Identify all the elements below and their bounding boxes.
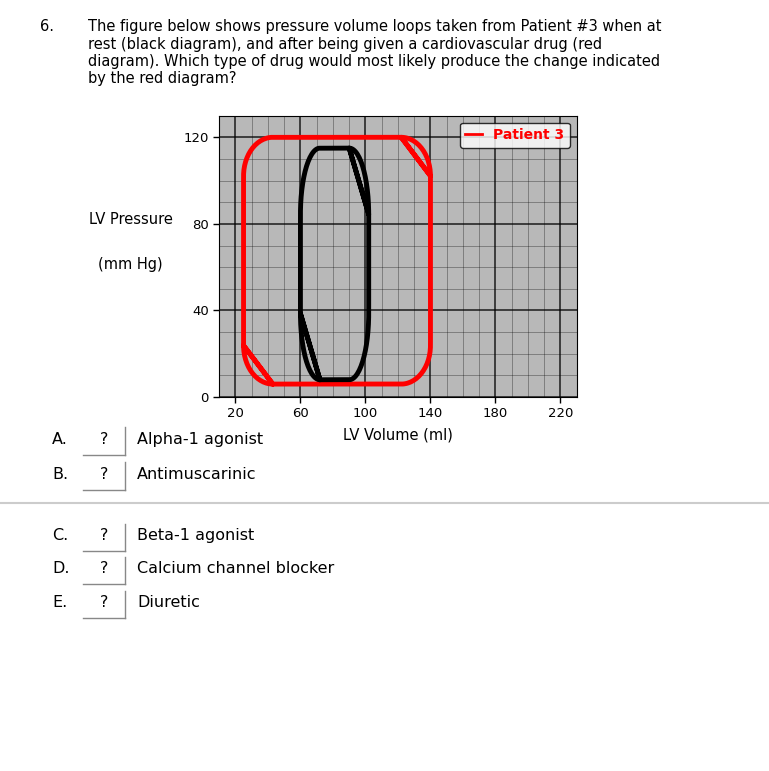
Text: D.: D. bbox=[52, 561, 70, 577]
Text: ?: ? bbox=[100, 561, 108, 577]
X-axis label: LV Volume (ml): LV Volume (ml) bbox=[343, 427, 453, 443]
Text: (mm Hg): (mm Hg) bbox=[98, 257, 163, 271]
Text: Antimuscarinic: Antimuscarinic bbox=[137, 466, 256, 482]
Text: ?: ? bbox=[100, 432, 108, 447]
Text: Alpha-1 agonist: Alpha-1 agonist bbox=[137, 432, 263, 447]
Text: ?: ? bbox=[100, 466, 108, 482]
Text: ?: ? bbox=[100, 595, 108, 611]
Text: LV Pressure: LV Pressure bbox=[88, 212, 173, 227]
Text: A.: A. bbox=[52, 432, 68, 447]
Text: The figure below shows pressure volume loops taken from Patient #3 when at
rest : The figure below shows pressure volume l… bbox=[88, 19, 662, 86]
Text: C.: C. bbox=[52, 528, 68, 544]
Legend: Patient 3: Patient 3 bbox=[460, 123, 570, 148]
Text: 6.: 6. bbox=[40, 19, 54, 34]
Text: E.: E. bbox=[52, 595, 68, 611]
Text: ?: ? bbox=[100, 528, 108, 544]
Text: B.: B. bbox=[52, 466, 68, 482]
Text: Beta-1 agonist: Beta-1 agonist bbox=[137, 528, 254, 544]
Text: Diuretic: Diuretic bbox=[137, 595, 200, 611]
Text: Calcium channel blocker: Calcium channel blocker bbox=[137, 561, 335, 577]
